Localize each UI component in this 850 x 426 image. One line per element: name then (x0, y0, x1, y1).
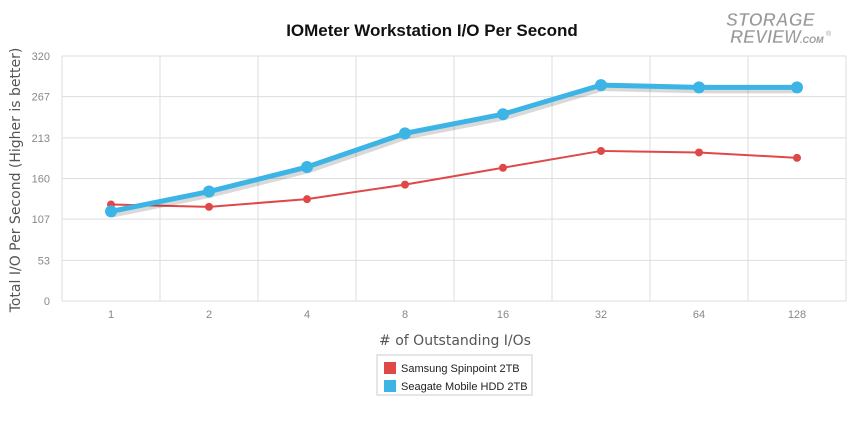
watermark-registered-mark: ® (826, 30, 832, 38)
x-tick-label: 128 (788, 309, 806, 321)
legend: Samsung Spinpoint 2TB Seagate Mobile HDD … (376, 354, 533, 396)
x-tick-label: 64 (693, 309, 705, 321)
y-tick-label: 0 (44, 296, 50, 308)
y-tick-label: 320 (32, 51, 50, 63)
x-tick-label: 32 (595, 309, 607, 321)
x-tick-label: 4 (304, 309, 310, 321)
watermark-logo: STORAGE REVIEW .COM ® (726, 10, 832, 48)
data-point (791, 81, 803, 94)
data-point (399, 127, 411, 140)
y-tick-label: 107 (32, 214, 50, 226)
y-tick-label: 267 (32, 92, 50, 104)
plot-area: 0 53 107 160 213 267 320 1 2 4 8 16 32 64 128 (32, 51, 847, 321)
chart-title: IOMeter Workstation I/O Per Second (286, 21, 578, 40)
y-tick-label: 53 (38, 255, 50, 267)
data-point (597, 146, 605, 155)
watermark-line1: STORAGE (726, 10, 816, 30)
x-axis-label: # of Outstanding I/Os (379, 333, 531, 349)
x-tick-label: 16 (497, 309, 509, 321)
data-point (105, 205, 117, 218)
series-line (108, 82, 800, 214)
x-tick-label: 2 (206, 309, 212, 321)
legend-swatch (384, 380, 396, 392)
data-point (205, 202, 213, 211)
watermark-line2: REVIEW (730, 27, 803, 47)
data-point (301, 161, 313, 174)
data-point (693, 81, 705, 94)
data-point (793, 153, 801, 162)
y-tick-label: 160 (32, 174, 50, 186)
x-tick-label: 8 (402, 309, 408, 321)
legend-label: Seagate Mobile HDD 2TB (401, 381, 528, 393)
y-tick-label: 213 (32, 133, 50, 145)
series-line-shadow (110, 85, 802, 218)
x-tick-label: 1 (108, 309, 114, 321)
y-axis-label: Total I/O Per Second (Higher is better) (8, 48, 24, 314)
data-point (401, 180, 409, 189)
legend-label: Samsung Spinpoint 2TB (401, 363, 520, 375)
watermark-suffix: .COM (800, 35, 824, 45)
data-point (595, 79, 607, 92)
legend-box (376, 354, 533, 396)
data-point (695, 148, 703, 157)
data-point (303, 195, 311, 204)
data-point (497, 108, 509, 121)
legend-swatch (384, 362, 396, 374)
data-point (203, 185, 215, 198)
series-line (110, 149, 798, 208)
data-point (499, 163, 507, 172)
